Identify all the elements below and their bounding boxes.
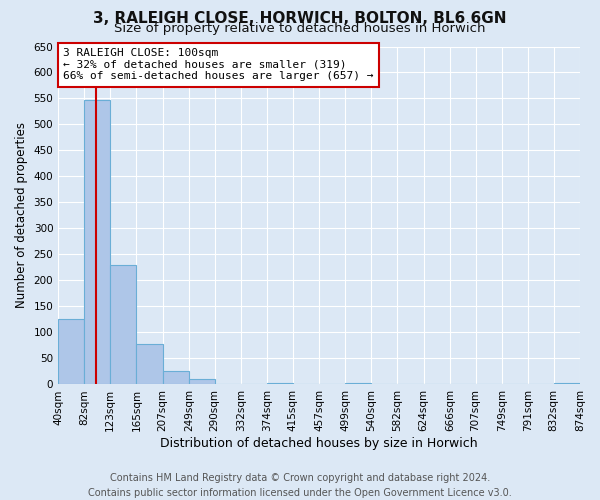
Bar bbox=[163, 372, 189, 384]
Text: 3 RALEIGH CLOSE: 100sqm
← 32% of detached houses are smaller (319)
66% of semi-d: 3 RALEIGH CLOSE: 100sqm ← 32% of detache… bbox=[64, 48, 374, 82]
Bar bbox=[58, 320, 85, 384]
Text: 3, RALEIGH CLOSE, HORWICH, BOLTON, BL6 6GN: 3, RALEIGH CLOSE, HORWICH, BOLTON, BL6 6… bbox=[93, 11, 507, 26]
Bar bbox=[85, 100, 110, 384]
Bar bbox=[554, 383, 580, 384]
X-axis label: Distribution of detached houses by size in Horwich: Distribution of detached houses by size … bbox=[160, 437, 478, 450]
Bar bbox=[267, 383, 293, 384]
Text: Size of property relative to detached houses in Horwich: Size of property relative to detached ho… bbox=[114, 22, 486, 35]
Bar bbox=[110, 265, 136, 384]
Bar bbox=[136, 344, 163, 385]
Text: Contains HM Land Registry data © Crown copyright and database right 2024.
Contai: Contains HM Land Registry data © Crown c… bbox=[88, 472, 512, 498]
Y-axis label: Number of detached properties: Number of detached properties bbox=[15, 122, 28, 308]
Bar bbox=[346, 383, 371, 384]
Bar bbox=[189, 380, 215, 384]
